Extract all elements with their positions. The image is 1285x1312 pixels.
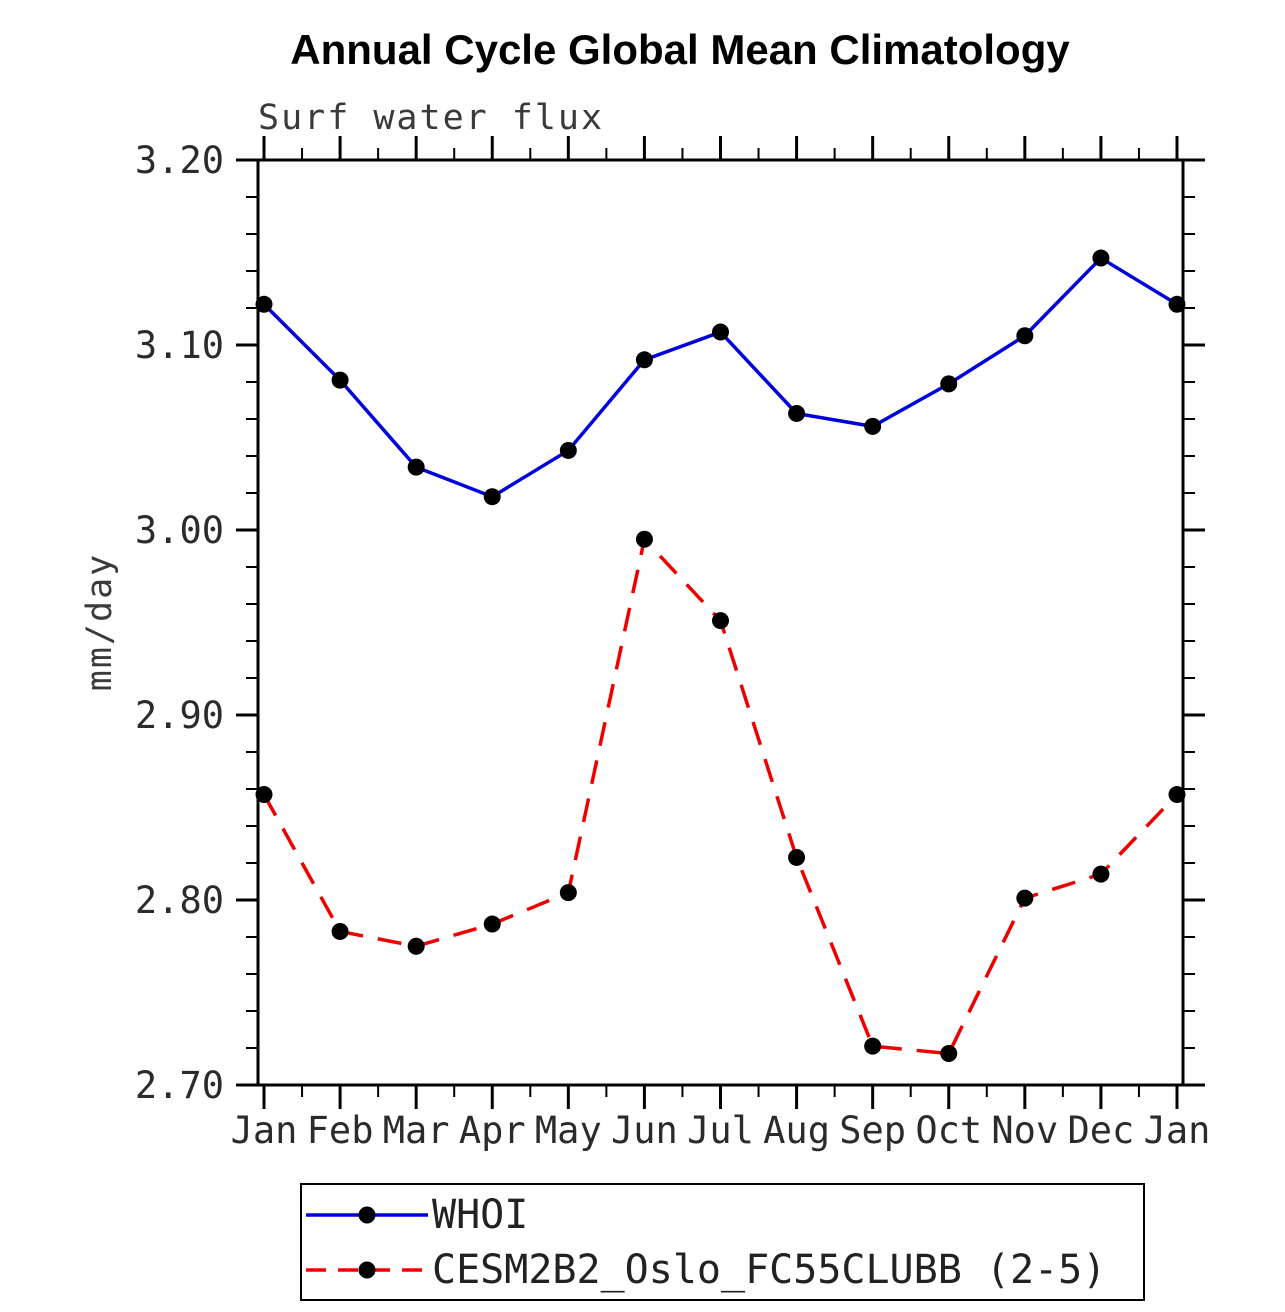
svg-text:Nov: Nov (991, 1109, 1058, 1152)
legend: WHOI CESM2B2_Oslo_FC55CLUBB (2-5) (300, 1183, 1145, 1301)
svg-text:3.20: 3.20 (135, 139, 224, 182)
svg-text:Dec: Dec (1068, 1109, 1135, 1152)
svg-text:Oct: Oct (915, 1109, 982, 1152)
chart-title: Annual Cycle Global Mean Climatology (290, 26, 1070, 73)
svg-text:Apr: Apr (459, 1109, 526, 1152)
legend-item-cesm2b2: CESM2B2_Oslo_FC55CLUBB (2-5) (302, 1244, 1143, 1296)
svg-text:2.80: 2.80 (135, 879, 224, 922)
legend-label-whoi: WHOI (432, 1191, 529, 1238)
svg-text:Aug: Aug (763, 1109, 830, 1152)
legend-item-whoi: WHOI (302, 1189, 1143, 1241)
svg-text:2.70: 2.70 (135, 1064, 224, 1107)
svg-text:3.00: 3.00 (135, 509, 224, 552)
svg-text:Jan: Jan (1144, 1109, 1211, 1152)
chart-subtitle: Surf water flux (258, 98, 605, 138)
svg-text:3.10: 3.10 (135, 324, 224, 367)
legend-label-cesm2b2: CESM2B2_Oslo_FC55CLUBB (2-5) (432, 1246, 1107, 1293)
svg-text:Feb: Feb (307, 1109, 374, 1152)
svg-text:Sep: Sep (839, 1109, 906, 1152)
legend-line-sample-whoi (306, 1206, 428, 1223)
svg-text:May: May (535, 1109, 602, 1152)
legend-line-sample-cesm2b2 (306, 1261, 428, 1278)
svg-text:Jul: Jul (687, 1109, 754, 1152)
svg-text:2.90: 2.90 (135, 694, 224, 737)
svg-text:Jan: Jan (231, 1109, 298, 1152)
svg-text:Mar: Mar (383, 1109, 450, 1152)
svg-text:Jun: Jun (611, 1109, 678, 1152)
